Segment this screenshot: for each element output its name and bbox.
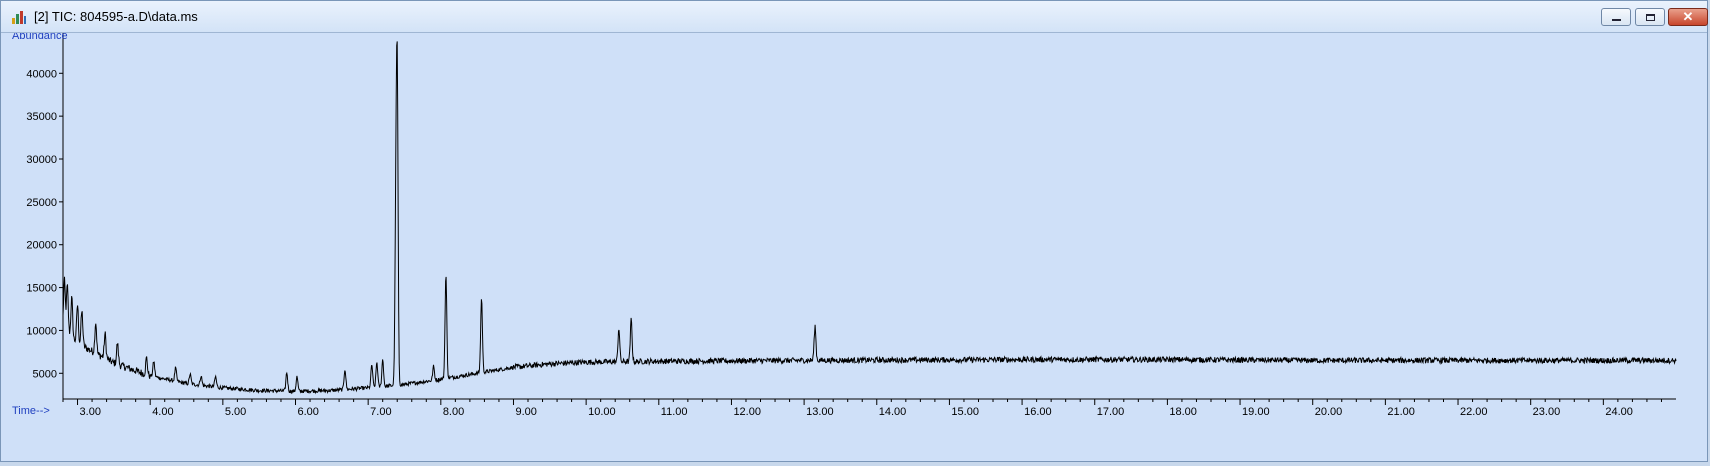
x-tick-label: 8.00 (443, 406, 464, 418)
y-tick-label: 20000 (26, 240, 57, 252)
x-axis-label: Time--> (12, 405, 50, 417)
x-tick-label: 16.00 (1024, 406, 1052, 418)
x-tick-label: 22.00 (1460, 406, 1488, 418)
y-tick-label: 5000 (33, 368, 57, 380)
y-tick-label: 25000 (26, 197, 57, 209)
close-icon: ✕ (1682, 9, 1694, 24)
x-tick-label: 15.00 (951, 406, 979, 418)
x-tick-label: 13.00 (806, 406, 834, 418)
x-tick-label: 10.00 (588, 406, 616, 418)
y-tick-label: 35000 (26, 111, 57, 123)
x-tick-label: 11.00 (661, 406, 688, 418)
x-tick-label: 14.00 (879, 406, 907, 418)
minimize-button[interactable] (1601, 8, 1631, 26)
maximize-button[interactable] (1635, 8, 1665, 26)
x-tick-label: 21.00 (1387, 406, 1415, 418)
y-axis-label: Abundance (12, 33, 68, 42)
y-tick-label: 30000 (26, 154, 57, 166)
maximize-icon (1645, 13, 1655, 21)
x-tick-label: 19.00 (1242, 406, 1270, 418)
x-tick-label: 7.00 (370, 406, 391, 418)
y-tick-label: 40000 (26, 68, 57, 80)
tic-chromatogram-chart[interactable]: 500010000150002000025000300003500040000 … (1, 30, 1707, 461)
x-tick-label: 6.00 (298, 406, 319, 418)
x-tick-label: 23.00 (1533, 406, 1561, 418)
title-bar[interactable]: [2] TIC: 804595-a.D\data.ms ✕ (1, 1, 1708, 33)
x-tick-label: 3.00 (80, 406, 101, 418)
minimize-icon (1611, 19, 1621, 21)
window-title: [2] TIC: 804595-a.D\data.ms (34, 9, 198, 24)
x-tick-label: 12.00 (733, 406, 761, 418)
y-tick-label: 15000 (26, 283, 57, 295)
x-tick-label: 20.00 (1315, 406, 1343, 418)
y-axis: 5000 10000 15000 20000 25000 30000 35000 40000 (26, 33, 64, 399)
x-tick-label: 24.00 (1605, 406, 1633, 418)
x-tick-label: 9.00 (515, 406, 536, 418)
tic-trace-line (62, 41, 1677, 395)
x-tick-label: 18.00 (1169, 406, 1197, 418)
x-tick-label: 4.00 (152, 406, 173, 418)
x-tick-label: 5.00 (225, 406, 246, 418)
x-axis: 3.00 4.00 5.00 6.00 7.00 8.00 9.00 10.00 11.00 12… (62, 398, 1676, 418)
y-tick-label: 10000 (26, 325, 57, 337)
x-tick-label: 17.00 (1097, 406, 1125, 418)
plot-area[interactable]: 5000 10000 15000 20000 25000 30000 35000 40000 … (1, 30, 1707, 461)
close-button[interactable]: ✕ (1668, 8, 1708, 26)
chromatogram-app-icon[interactable] (11, 9, 27, 25)
